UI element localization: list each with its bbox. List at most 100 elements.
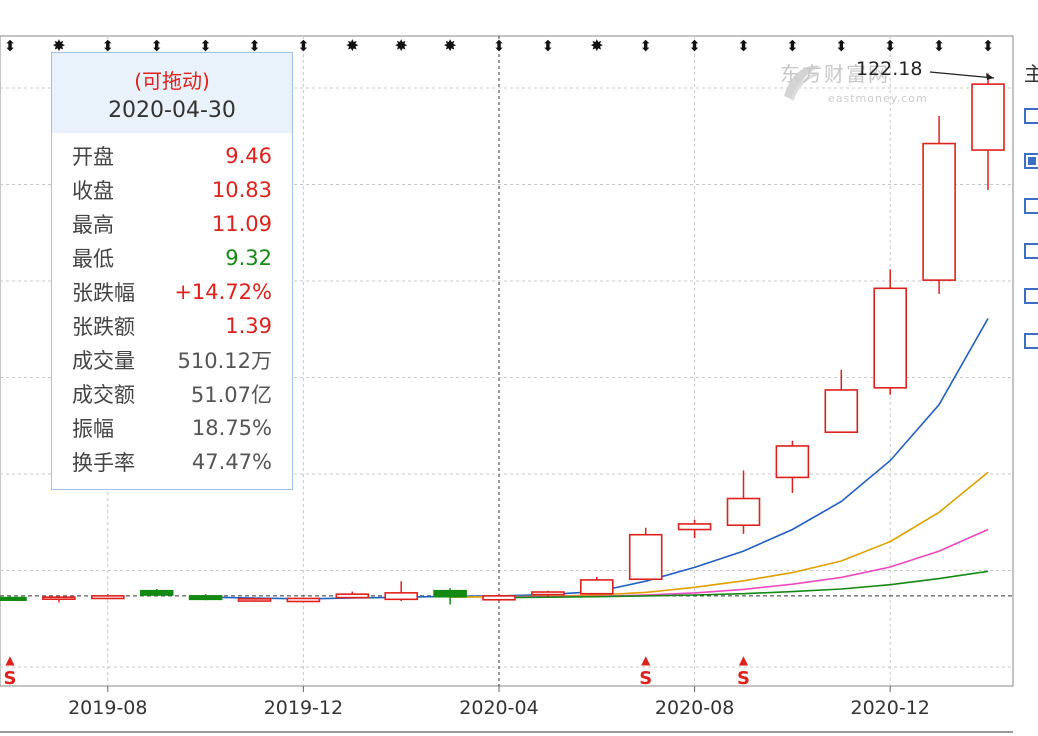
signal-caret-icon: ▲ — [641, 653, 651, 667]
tooltip-label: 成交额 — [72, 383, 135, 407]
signal-s-label: S — [639, 668, 652, 689]
event-arrow-icon: ⬍ — [542, 37, 555, 55]
x-tick-label: 2020-04 — [459, 697, 538, 719]
event-arrow-icon: ⬍ — [786, 37, 799, 55]
candle — [139, 588, 174, 596]
drag-hint: (可拖动) — [134, 69, 210, 93]
indicator-checkbox[interactable] — [1024, 108, 1038, 124]
marker-layer: ⬍ ✸ ⬍ ⬍ ⬍ ⬍ ⬍ ✸ ✸ ✸ ⬍ ⬍ ✸ ⬍ ⬍ ⬍ ⬍ ⬍ ⬍ ⬍ ⬍▲S▲S▲S — [4, 36, 995, 689]
eastmoney-logo-icon — [778, 60, 824, 106]
ma-line — [450, 471, 989, 598]
event-arrow-icon: ⬍ — [688, 37, 701, 55]
event-arrow-icon: ⬍ — [4, 37, 17, 55]
tooltip-row: 收盘 10.83 — [52, 173, 292, 207]
tooltip-label: 开盘 — [72, 145, 114, 169]
candle — [677, 519, 712, 539]
candle-body — [579, 579, 614, 595]
candle-body — [433, 589, 467, 598]
candle-body — [482, 595, 516, 601]
candle-body — [677, 523, 712, 531]
candle — [482, 593, 516, 602]
candle — [42, 595, 76, 603]
candle-body — [824, 389, 859, 433]
plot-frame — [0, 35, 1014, 687]
event-arrow-icon: ⬍ — [835, 37, 848, 55]
candle — [824, 369, 859, 433]
event-arrow-icon: ⬍ — [297, 37, 310, 55]
tooltip-label: 张跌幅 — [72, 281, 135, 305]
x-tick-label: 2020-12 — [851, 697, 930, 719]
candle — [0, 595, 27, 602]
candle — [775, 440, 810, 493]
tooltip-value: 51.07亿 — [190, 383, 272, 407]
indicator-checkbox[interactable] — [1024, 243, 1038, 259]
event-arrow-icon: ⬍ — [493, 37, 506, 55]
signal-s-label: S — [737, 668, 750, 689]
tooltip-row: 最高 11.09 — [52, 207, 292, 241]
tooltip-label: 最低 — [72, 247, 114, 271]
tooltip-value: 10.83 — [211, 178, 272, 202]
tooltip-value: 18.75% — [191, 416, 272, 440]
tooltip-rows: 开盘 9.46 收盘 10.83 最高 11.09 最低 9.32 张跌幅 +14.72% 张跌额 1… — [52, 139, 292, 479]
candle-body — [0, 596, 27, 601]
candle-body — [873, 287, 908, 389]
indicator-checkbox[interactable] — [1024, 288, 1038, 304]
tooltip-value: 9.32 — [225, 246, 272, 270]
ma-line — [498, 570, 989, 599]
candle-body — [139, 589, 174, 596]
watermark-url: eastmoney.com — [828, 92, 928, 105]
tooltip-row: 张跌额 1.39 — [52, 309, 292, 343]
candle — [531, 590, 565, 597]
event-star-icon: ✸ — [443, 36, 456, 55]
indicator-panel: 主 — [1014, 0, 1038, 736]
candle — [384, 581, 419, 602]
candle-body — [384, 592, 419, 601]
tooltip-label: 张跌额 — [72, 315, 135, 339]
event-arrow-icon: ⬍ — [884, 37, 897, 55]
candle-body — [237, 598, 272, 602]
candle-body — [42, 596, 76, 600]
event-star-icon: ✸ — [346, 36, 359, 55]
tooltip-date: 2020-04-30 — [108, 98, 236, 123]
candle-body — [188, 595, 223, 601]
x-tick-label: 2020-08 — [655, 697, 734, 719]
candle-body — [775, 445, 810, 479]
tooltip-row: 成交量 510.12万 — [52, 343, 292, 377]
signal-caret-icon: ▲ — [5, 653, 15, 667]
indicator-checkbox[interactable] — [1024, 198, 1038, 214]
candle — [971, 73, 1005, 191]
tooltip-row: 开盘 9.46 — [52, 139, 292, 173]
max-price-pointer — [929, 71, 995, 79]
candle-body — [971, 83, 1005, 151]
candle-body — [531, 591, 565, 596]
watermark-text: 东方财富网 — [780, 62, 890, 86]
event-star-icon: ✸ — [394, 36, 407, 55]
candle — [286, 597, 321, 603]
max-price-label: 122.18 — [856, 58, 923, 80]
ohlc-tooltip[interactable]: (可拖动) 2020-04-30 开盘 9.46 收盘 10.83 最高 11.09 最低 9… — [51, 52, 293, 490]
tooltip-value: +14.72% — [174, 280, 272, 304]
tooltip-value: 1.39 — [225, 314, 272, 338]
indicator-checkbox[interactable] — [1024, 153, 1038, 169]
tooltip-label: 最高 — [72, 213, 114, 237]
event-arrow-icon: ⬍ — [248, 37, 261, 55]
candle-body — [286, 597, 321, 603]
event-arrow-icon: ⬍ — [639, 37, 652, 55]
candle — [873, 269, 908, 395]
max-price-arrowhead — [986, 73, 994, 80]
candle-body — [91, 595, 125, 600]
event-arrow-icon: ⬍ — [933, 37, 946, 55]
ma-line — [205, 318, 989, 600]
ma-line — [498, 528, 989, 598]
tooltip-value: 9.46 — [225, 144, 272, 168]
candle-body — [726, 497, 761, 527]
x-tick-label: 2019-08 — [68, 697, 147, 719]
tooltip-label: 振幅 — [72, 417, 114, 441]
candle — [237, 597, 272, 602]
candle — [188, 594, 223, 601]
event-arrow-icon: ⬍ — [150, 37, 163, 55]
tooltip-value: 510.12万 — [177, 349, 272, 373]
indicator-checkbox[interactable] — [1024, 333, 1038, 349]
candle — [726, 470, 761, 534]
